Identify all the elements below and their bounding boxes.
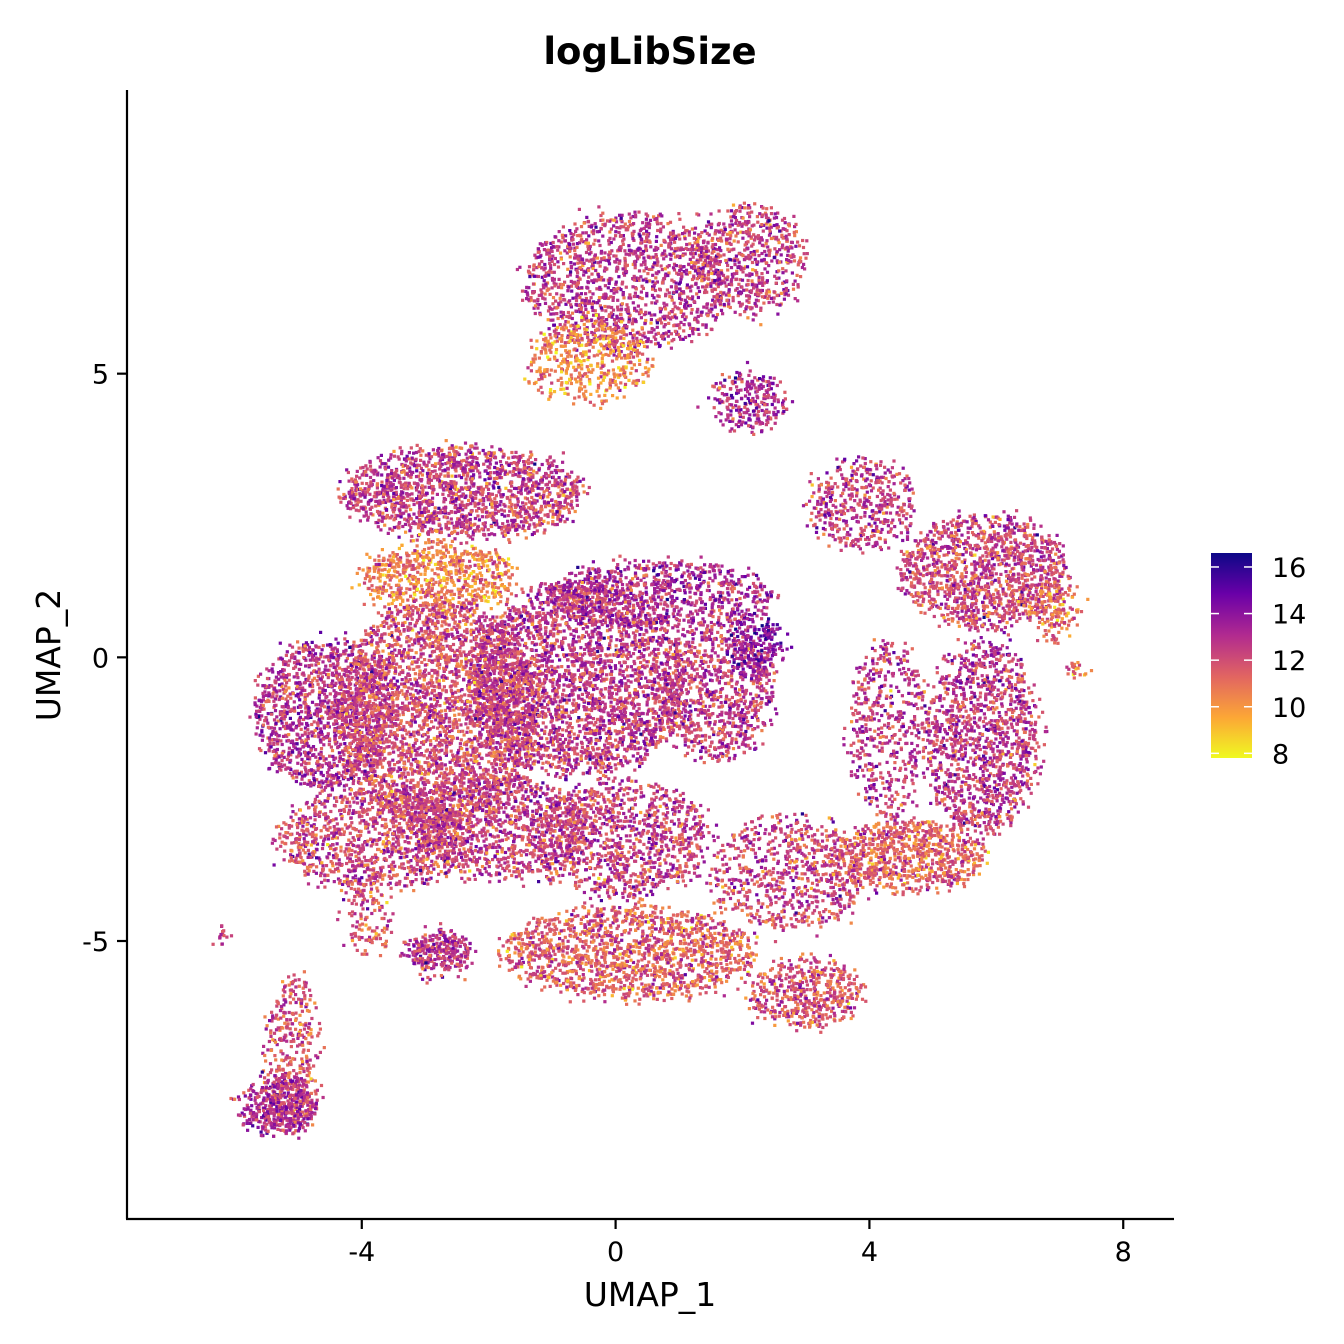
x-axis-title: UMAP_1	[584, 1275, 717, 1314]
scatter-points	[212, 202, 1094, 1140]
colorbar-tick-label: 14	[1272, 600, 1306, 631]
chart-title: logLibSize	[543, 30, 756, 73]
colorbar-tick-label: 10	[1272, 693, 1306, 724]
y-axis-ticks: -5 0 5	[82, 360, 127, 958]
cluster-16	[736, 952, 867, 1033]
cluster-28	[1065, 661, 1093, 680]
y-tick-label: 0	[92, 643, 109, 674]
cluster-3	[696, 361, 794, 436]
y-tick-label: -5	[82, 927, 109, 958]
x-tick-label: 0	[607, 1237, 624, 1268]
cluster-15	[497, 896, 759, 1006]
colorbar	[1211, 553, 1252, 758]
x-tick-label: 4	[861, 1237, 878, 1268]
cluster-18	[802, 455, 916, 554]
cluster-6	[248, 631, 400, 795]
cluster-19	[896, 509, 1072, 636]
y-axis-title: UMAP_2	[29, 589, 68, 722]
x-tick-label: 8	[1115, 1237, 1132, 1268]
colorbar-tick-label: 16	[1272, 553, 1306, 584]
cluster-1	[523, 314, 654, 410]
cluster-20	[917, 636, 1048, 846]
cluster-24	[399, 922, 477, 985]
cluster-22	[824, 815, 990, 901]
colorbar-legend: 8 10 12 14 16	[1211, 553, 1306, 770]
cluster-11	[725, 612, 793, 681]
y-tick-label: 5	[92, 360, 109, 391]
x-tick-label: -4	[348, 1237, 375, 1268]
cluster-21	[842, 638, 938, 822]
x-axis-ticks: -4 0 4 8	[348, 1219, 1132, 1268]
cluster-4	[337, 439, 591, 545]
colorbar-tick-label: 8	[1272, 739, 1289, 770]
cluster-29	[212, 924, 234, 946]
colorbar-tick-label: 12	[1272, 646, 1306, 677]
cluster-0	[516, 205, 739, 361]
